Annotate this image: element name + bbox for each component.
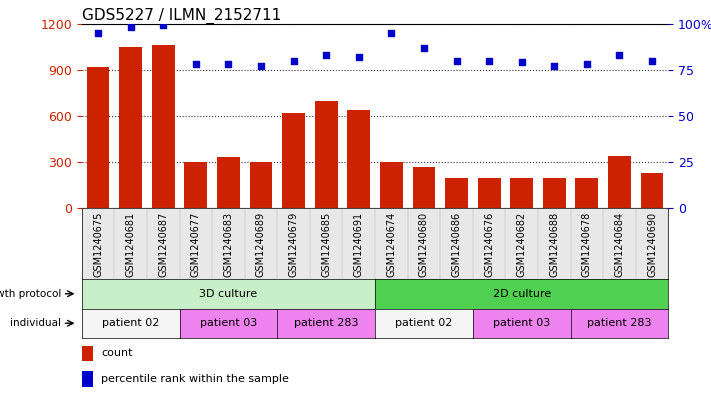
Text: GSM1240677: GSM1240677	[191, 212, 201, 277]
Text: patient 283: patient 283	[294, 318, 358, 328]
Point	[483, 57, 495, 64]
Point	[549, 63, 560, 69]
Bar	[641, 173, 663, 208]
Text: 2D culture: 2D culture	[493, 289, 551, 299]
Point	[451, 57, 462, 64]
Bar	[119, 47, 142, 208]
Text: GSM1240690: GSM1240690	[647, 212, 657, 277]
Bar	[250, 162, 272, 208]
Bar	[510, 178, 533, 208]
Bar	[348, 110, 370, 208]
Bar	[82, 371, 94, 387]
Text: GSM1240687: GSM1240687	[159, 212, 169, 277]
Text: GSM1240675: GSM1240675	[93, 212, 103, 277]
Bar	[152, 45, 175, 208]
Text: GSM1240680: GSM1240680	[419, 212, 429, 277]
Point	[385, 30, 397, 36]
Bar	[315, 101, 338, 208]
Text: GSM1240685: GSM1240685	[321, 212, 331, 277]
Text: individual: individual	[10, 318, 61, 328]
Point	[223, 61, 234, 67]
Point	[92, 30, 104, 36]
Text: patient 283: patient 283	[587, 318, 652, 328]
Point	[190, 61, 201, 67]
Text: GSM1240684: GSM1240684	[614, 212, 624, 277]
Point	[125, 24, 137, 30]
Text: growth protocol: growth protocol	[0, 289, 61, 299]
Bar	[543, 178, 566, 208]
Point	[516, 59, 528, 66]
Text: patient 03: patient 03	[200, 318, 257, 328]
Bar	[380, 162, 402, 208]
Text: patient 02: patient 02	[395, 318, 453, 328]
Text: GSM1240681: GSM1240681	[126, 212, 136, 277]
Point	[646, 57, 658, 64]
Point	[255, 63, 267, 69]
Text: GSM1240683: GSM1240683	[223, 212, 233, 277]
Point	[418, 44, 429, 51]
Text: GSM1240689: GSM1240689	[256, 212, 266, 277]
Point	[321, 52, 332, 58]
Bar	[217, 158, 240, 208]
Text: GSM1240682: GSM1240682	[517, 212, 527, 277]
Text: GSM1240676: GSM1240676	[484, 212, 494, 277]
Text: patient 03: patient 03	[493, 318, 550, 328]
Text: GSM1240691: GSM1240691	[354, 212, 364, 277]
Bar	[282, 113, 305, 208]
Bar	[184, 162, 207, 208]
Bar	[412, 167, 435, 208]
Text: 3D culture: 3D culture	[199, 289, 257, 299]
Text: GSM1240674: GSM1240674	[386, 212, 396, 277]
Bar	[82, 346, 94, 361]
Bar	[575, 178, 598, 208]
Bar	[608, 156, 631, 208]
Bar	[445, 178, 468, 208]
Text: GSM1240686: GSM1240686	[451, 212, 461, 277]
Text: count: count	[101, 348, 133, 358]
Text: GSM1240679: GSM1240679	[289, 212, 299, 277]
Text: patient 02: patient 02	[102, 318, 159, 328]
Text: GDS5227 / ILMN_2152711: GDS5227 / ILMN_2152711	[82, 7, 281, 24]
Text: percentile rank within the sample: percentile rank within the sample	[101, 374, 289, 384]
Point	[353, 54, 365, 60]
Point	[158, 22, 169, 29]
Text: GSM1240678: GSM1240678	[582, 212, 592, 277]
Point	[581, 61, 592, 67]
Point	[614, 52, 625, 58]
Bar	[478, 178, 501, 208]
Bar	[87, 67, 109, 208]
Point	[288, 57, 299, 64]
Text: GSM1240688: GSM1240688	[550, 212, 560, 277]
